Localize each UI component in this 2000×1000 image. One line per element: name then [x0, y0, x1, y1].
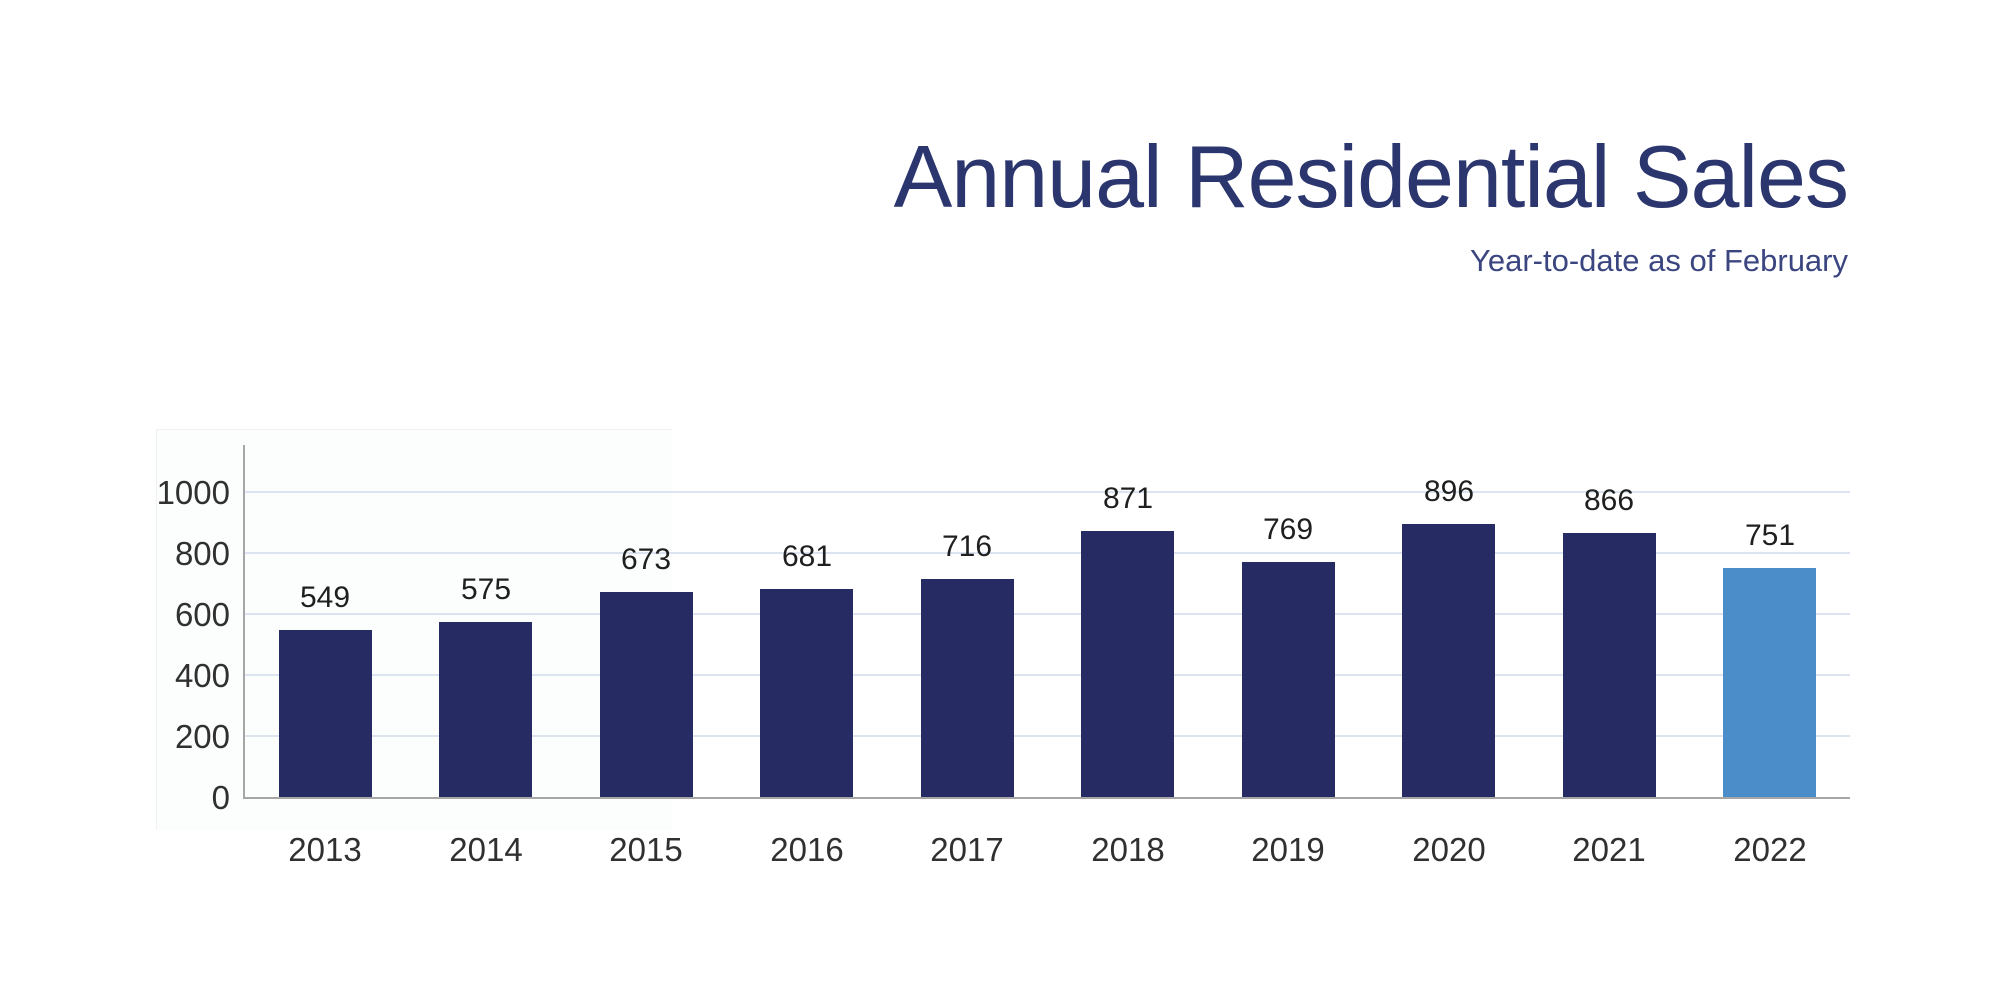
y-tick-label-800: 800 [174, 535, 230, 572]
bar-value-label-2016: 681 [781, 540, 833, 573]
bar-value-label-2013: 549 [299, 581, 351, 614]
bar-value-label-2015: 673 [620, 543, 672, 576]
bar-value-label-2020: 896 [1423, 475, 1475, 508]
bar-value-label-2022: 751 [1744, 519, 1796, 552]
y-axis-line [243, 445, 245, 799]
x-tick-label-2020: 2020 [1412, 831, 1486, 868]
bar-2016 [760, 589, 853, 797]
x-tick-label-2022: 2022 [1733, 831, 1807, 868]
x-tick-label-2013: 2013 [288, 831, 362, 868]
gridline-1000 [245, 491, 1850, 493]
x-tick-label-2018: 2018 [1091, 831, 1165, 868]
gridline-400 [245, 674, 1850, 676]
gridline-200 [245, 735, 1850, 737]
bar-2015 [600, 592, 693, 797]
bar-2014 [439, 622, 532, 797]
chart-title: Annual Residential Sales [893, 127, 1849, 226]
x-tick-label-2021: 2021 [1572, 831, 1646, 868]
bar-2020 [1402, 524, 1495, 797]
x-tick-label-2015: 2015 [609, 831, 683, 868]
x-tick-label-2014: 2014 [449, 831, 523, 868]
bar-value-label-2018: 871 [1102, 482, 1154, 515]
bar-2019 [1242, 562, 1335, 797]
bar-2021 [1563, 533, 1656, 797]
y-tick-label-1000: 1000 [156, 474, 230, 511]
gridline-800 [245, 552, 1850, 554]
y-tick-label-400: 400 [174, 657, 230, 694]
bar-value-label-2014: 575 [460, 573, 512, 606]
y-tick-label-600: 600 [174, 596, 230, 633]
x-tick-label-2017: 2017 [930, 831, 1004, 868]
bar-value-label-2021: 866 [1583, 484, 1635, 517]
x-axis-line [243, 797, 1850, 799]
bar-2017 [921, 579, 1014, 797]
bar-2018 [1081, 531, 1174, 797]
bar-2013 [279, 630, 372, 797]
chart-subtitle: Year-to-date as of February [1470, 243, 1848, 278]
x-tick-label-2019: 2019 [1251, 831, 1325, 868]
y-tick-label-0: 0 [211, 779, 230, 816]
gridline-600 [245, 613, 1850, 615]
bar-value-label-2017: 716 [941, 530, 993, 563]
bar-2022 [1723, 568, 1816, 797]
background-artifact [156, 429, 672, 830]
x-tick-label-2016: 2016 [770, 831, 844, 868]
y-tick-label-200: 200 [174, 718, 230, 755]
bar-value-label-2019: 769 [1262, 513, 1314, 546]
